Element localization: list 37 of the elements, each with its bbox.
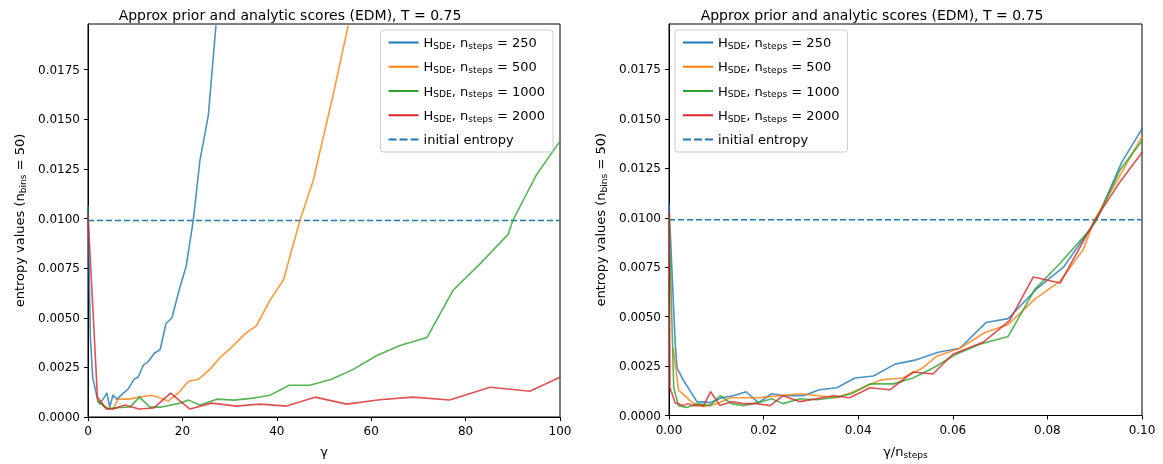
y-tick-label: 0.0025 bbox=[619, 359, 661, 374]
x-tick-label: 40 bbox=[269, 424, 285, 438]
y-tick-label: 0.0100 bbox=[619, 210, 661, 225]
y-tick-label: 0.0150 bbox=[619, 111, 661, 126]
x-tick-label: 0.06 bbox=[939, 422, 967, 437]
x-tick-label: 0.04 bbox=[844, 422, 872, 437]
x-tick-label: 80 bbox=[457, 424, 474, 438]
line-series bbox=[96, 25, 349, 410]
y-tick-label: 0.0125 bbox=[619, 161, 661, 176]
y-tick-label: 0.0075 bbox=[619, 260, 661, 275]
legend-label: initial entropy bbox=[423, 132, 515, 147]
y-tick-label: 0.0000 bbox=[38, 410, 80, 424]
x-tick-label: 100 bbox=[548, 424, 572, 438]
y-tick-label: 0.0050 bbox=[38, 310, 80, 325]
x-tick-label: 60 bbox=[363, 424, 379, 438]
y-axis-title: entropy values (nbins = 50) bbox=[592, 132, 609, 307]
line-series bbox=[87, 213, 561, 410]
x-tick-label: 20 bbox=[174, 424, 191, 438]
y-tick-label: 0.0125 bbox=[38, 161, 80, 176]
y-tick-label: 0.0175 bbox=[619, 62, 661, 77]
y-tick-label: 0.0175 bbox=[38, 62, 80, 77]
chart-title: Approx prior and analytic scores (EDM), T = 0.75 bbox=[700, 7, 1044, 23]
y-tick-label: 0.0050 bbox=[619, 309, 661, 324]
chart-title: Approx prior and analytic scores (EDM), T = 0.75 bbox=[118, 7, 462, 23]
y-tick-label: 0.0000 bbox=[619, 408, 661, 423]
y-axis-title: entropy values (nbins = 50) bbox=[11, 133, 28, 308]
x-tick-label: 0 bbox=[84, 424, 92, 438]
y-tick-label: 0.0075 bbox=[38, 261, 80, 276]
x-axis-title: γ bbox=[320, 444, 329, 459]
x-tick-label: 0.02 bbox=[750, 422, 777, 437]
x-tick-label: 0.08 bbox=[1034, 422, 1061, 437]
y-tick-label: 0.0025 bbox=[38, 360, 80, 375]
x-tick-label: 0.10 bbox=[1128, 422, 1156, 437]
x-tick-label: 0.00 bbox=[655, 422, 683, 437]
legend-label: initial entropy bbox=[718, 132, 809, 147]
y-tick-label: 0.0100 bbox=[38, 211, 80, 226]
y-tick-label: 0.0150 bbox=[38, 112, 80, 127]
